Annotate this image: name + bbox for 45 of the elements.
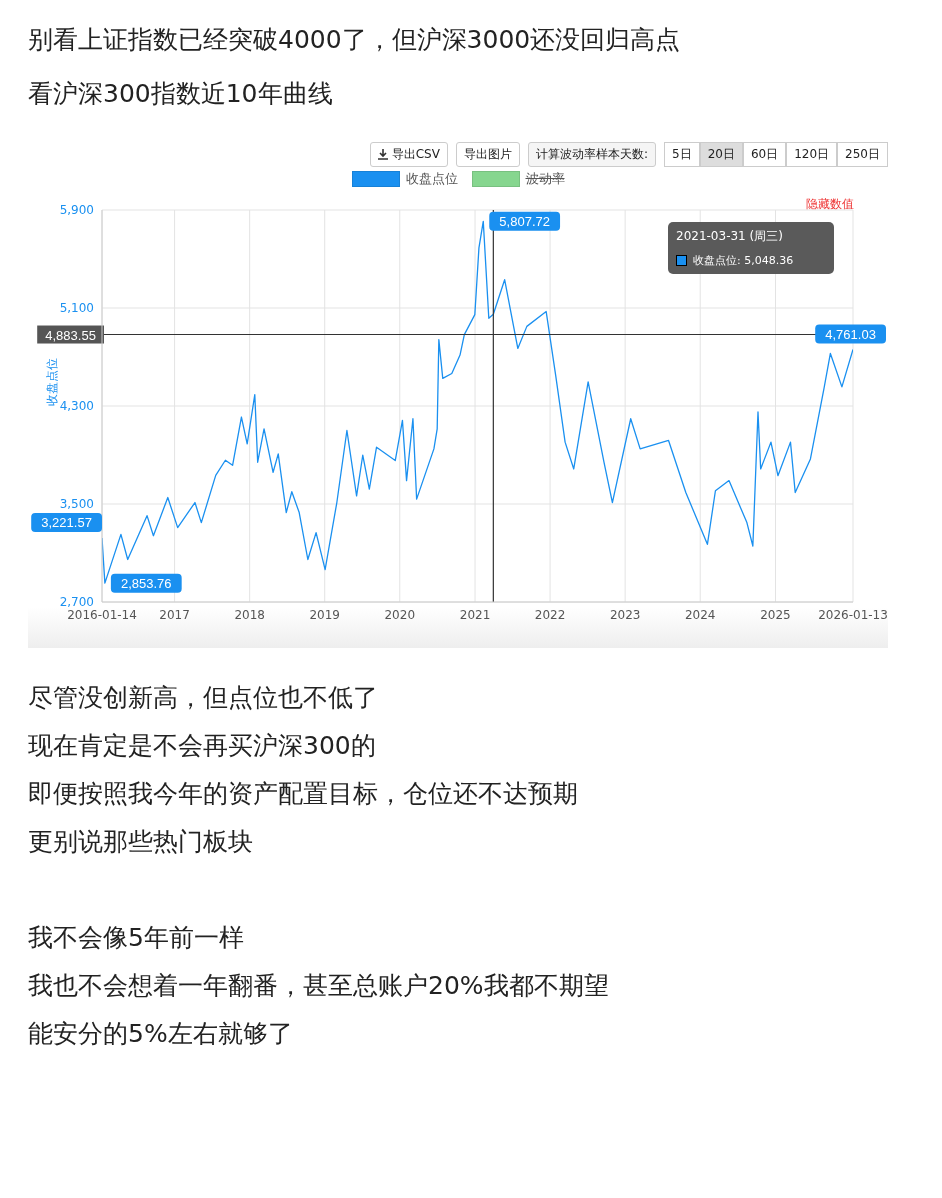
x-tick-label: 2019 [309,607,340,622]
text: 导出图片 [455,141,520,167]
text: 更别说那些热门板块 [28,826,254,858]
data-label: 4,761.03 [825,326,876,342]
x-tick-label: 2016-01-14 [67,607,137,622]
annotation: 隐藏数值 [806,196,854,213]
text: 计算波动率样本天数: [527,141,656,167]
text: 5日 [663,141,700,167]
x-tick-label: 2024 [684,607,716,622]
data-label: 2,853.76 [120,575,172,591]
ref-line-label: 4,883.55 [45,327,96,343]
text: 现在肯定是不会再买沪深300的 [28,730,377,762]
text: 即便按照我今年的资产配置目标，仓位还不达预期 [28,778,579,810]
data-label: 5,807.72 [499,213,550,229]
x-tick-label: 2017 [159,607,190,622]
text: 250日 [837,141,888,167]
text: 能安分的5%左右就够了 [28,1018,294,1050]
legend-label: 波动率 [525,170,565,188]
y-tick-label: 4,300 [59,399,94,414]
x-tick-label: 2020 [384,607,416,622]
x-tick-label: 2021 [459,607,491,622]
annotation: 2021-03-31 (周三) [676,228,784,245]
text: 120日 [786,141,838,167]
text: 尽管没创新高，但点位也不低了 [28,682,379,714]
text: 导出CSV [369,141,448,167]
y-tick-label: 5,900 [59,203,94,218]
chart-subtitle: 看沪深300指数近10年曲线 [27,78,334,110]
y-tick-label: 5,100 [59,301,94,316]
text: 20日 [699,141,743,167]
data-label: 3,221.57 [41,515,92,531]
x-tick-label: 2023 [609,607,641,622]
y-tick-label: 2,700 [59,595,94,610]
y-axis-title: 收盘点位 [45,358,60,406]
annotation: 收盘点位: 5,048.36 [693,253,794,268]
tooltip-panel: 2021-03-31 (周三) 收盘点位: 5,048.36 [668,222,834,274]
y-tick-label: 3,500 [59,497,94,512]
x-tick-label: 2025 [760,607,791,622]
text: 60日 [742,141,787,167]
text: 我不会像5年前一样 [28,922,245,954]
legend-label: 收盘点位 [405,170,458,188]
x-tick-label: 2026-01-13 [818,607,888,622]
chart-title: 别看上证指数已经突破4000了，但沪深3000还没回归高点 [27,24,682,56]
x-tick-label: 2018 [234,607,265,622]
text: 我也不会想着一年翻番，甚至总账户20%我都不期望 [28,970,610,1002]
x-tick-label: 2022 [534,607,566,622]
